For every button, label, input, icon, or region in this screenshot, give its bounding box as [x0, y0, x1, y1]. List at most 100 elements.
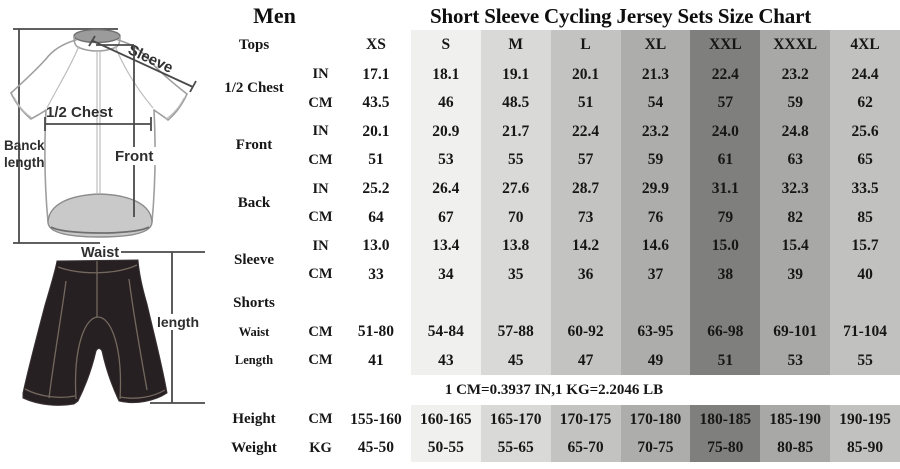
row-label: Sleeve — [234, 251, 274, 268]
size-value-cell: 73 — [550, 203, 621, 232]
jersey-drawing: Sleeve 1/2 Chest Front Banck length — [4, 28, 197, 244]
size-col-header: S — [410, 30, 481, 60]
collar-icon — [73, 28, 121, 44]
size-value-cell: 13.8 — [480, 231, 551, 261]
size-value-cell: 24.8 — [760, 117, 831, 146]
unit-header-spacer — [300, 30, 341, 60]
size-value-cell: 55 — [830, 346, 900, 375]
size-value-cell: 20.1 — [550, 60, 621, 89]
size-value-cell: 51 — [550, 88, 621, 118]
size-value-cell: 43 — [410, 346, 481, 375]
waist-label: Waist — [81, 245, 119, 261]
garment-illustration: Sleeve 1/2 Chest Front Banck length Wais… — [4, 28, 205, 406]
size-value-cell — [760, 289, 831, 318]
size-col-header: XS — [366, 36, 386, 54]
size-value-cell: 185-190 — [760, 405, 831, 434]
size-value-cell: 70-75 — [620, 433, 691, 463]
size-value-cell: 64 — [368, 208, 384, 226]
size-value-cell: 49 — [620, 346, 691, 375]
size-value-cell: 23.2 — [760, 60, 831, 89]
size-value-cell: 24.0 — [690, 117, 761, 146]
size-value-cell: 48.5 — [480, 88, 551, 118]
size-value-cell: 165-170 — [480, 405, 551, 434]
unit-label: CM — [308, 352, 333, 369]
unit-label: CM — [308, 411, 333, 428]
row-label: Height — [232, 411, 276, 428]
size-value-cell: 53 — [410, 145, 481, 175]
size-value-cell: 22.4 — [550, 117, 621, 146]
row-label: Waist — [238, 324, 270, 339]
size-value-cell: 22.4 — [690, 60, 761, 89]
row-label: 1/2 Chest — [224, 80, 284, 97]
size-value-cell: 82 — [760, 203, 831, 232]
size-value-cell — [690, 289, 761, 318]
unit-label: IN — [312, 237, 329, 254]
size-value-cell: 19.1 — [480, 60, 551, 89]
size-value-cell: 75-80 — [690, 433, 761, 463]
unit-label: CM — [308, 151, 333, 168]
size-value-cell: 76 — [620, 203, 691, 232]
size-value-cell: 21.3 — [620, 60, 691, 89]
size-value-cell: 55 — [480, 145, 551, 175]
size-value-cell — [341, 289, 411, 318]
size-value-cell: 155-160 — [350, 410, 402, 428]
size-table: Tops XS S M L XL XXL XXXL 4XL 1/2 Chest IN 17.1 18.1… — [208, 30, 900, 463]
size-value-cell: 25.6 — [830, 117, 900, 146]
size-value-cell: 35 — [480, 260, 551, 289]
row-label: Shorts — [233, 294, 275, 311]
size-value-cell: 69-101 — [760, 317, 831, 347]
size-value-cell: 57 — [550, 145, 621, 175]
size-col-header: XXXL — [760, 30, 831, 60]
shorts-drawing: Waist length — [22, 245, 205, 406]
size-value-cell: 38 — [690, 260, 761, 289]
size-value-cell: 67 — [410, 203, 481, 232]
size-value-cell: 51 — [690, 346, 761, 375]
unit-label: IN — [312, 123, 329, 140]
unit-label: CM — [308, 209, 333, 226]
unit-label: CM — [308, 94, 333, 111]
size-value-cell — [550, 289, 621, 318]
unit-label: IN — [312, 180, 329, 197]
size-value-cell: 39 — [760, 260, 831, 289]
size-value-cell — [830, 289, 900, 318]
size-value-cell: 28.7 — [550, 174, 621, 204]
size-col-header: M — [480, 30, 551, 60]
size-value-cell: 25.2 — [362, 180, 390, 198]
size-value-cell — [480, 289, 551, 318]
size-value-cell: 31.1 — [690, 174, 761, 204]
row-label: Back — [237, 194, 271, 211]
size-value-cell: 55-65 — [480, 433, 551, 463]
size-value-cell: 62 — [830, 88, 900, 118]
size-value-cell: 51-80 — [357, 323, 395, 341]
size-value-cell: 24.4 — [830, 60, 900, 89]
size-value-cell: 34 — [410, 260, 481, 289]
unit-label: IN — [312, 66, 329, 83]
size-value-cell: 15.0 — [690, 231, 761, 261]
size-value-cell: 32.3 — [760, 174, 831, 204]
row-label: Weight — [231, 439, 277, 456]
front-label: Front — [115, 148, 153, 165]
size-value-cell: 13.4 — [410, 231, 481, 261]
size-value-cell: 70 — [480, 203, 551, 232]
size-value-cell: 50-55 — [410, 433, 481, 463]
jersey-hem — [47, 193, 153, 238]
size-value-cell: 61 — [690, 145, 761, 175]
size-value-cell: 80-85 — [760, 433, 831, 463]
size-value-cell: 40 — [830, 260, 900, 289]
size-value-cell: 17.1 — [362, 65, 390, 83]
unit-label: CM — [308, 323, 333, 340]
size-value-cell: 60-92 — [550, 317, 621, 347]
size-value-cell: 37 — [620, 260, 691, 289]
size-value-cell: 85-90 — [830, 433, 900, 463]
size-value-cell: 23.2 — [620, 117, 691, 146]
size-value-cell: 45-50 — [357, 439, 395, 457]
size-value-cell: 36 — [550, 260, 621, 289]
size-value-cell: 46 — [410, 88, 481, 118]
size-value-cell: 54-84 — [410, 317, 481, 347]
page-title: Short Sleeve Cycling Jersey Sets Size Ch… — [430, 4, 811, 28]
size-value-cell: 57-88 — [480, 317, 551, 347]
size-value-cell: 21.7 — [480, 117, 551, 146]
size-value-cell — [410, 289, 481, 318]
size-value-cell: 170-180 — [620, 405, 691, 434]
